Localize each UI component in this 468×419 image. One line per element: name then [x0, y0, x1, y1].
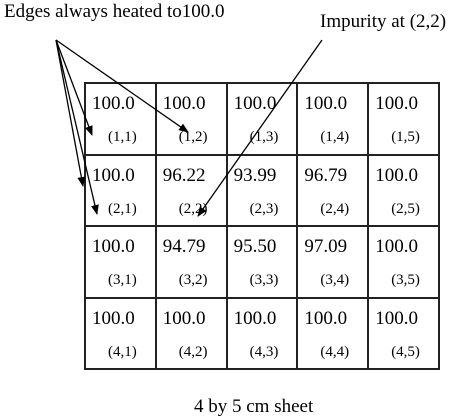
grid-cell-2-2: 96.22 (2,2) — [156, 155, 228, 227]
grid-cell-1-5: 100.0 (1,5) — [369, 84, 440, 156]
cell-value: 95.50 — [233, 236, 277, 257]
cell-coordinate: (4,1) — [108, 343, 137, 360]
grid-cell-3-5: 100.0 (3,5) — [369, 227, 440, 299]
cell-value: 100.0 — [304, 93, 348, 114]
cell-value: 100.0 — [92, 164, 135, 186]
cell-coordinate: (3,4) — [320, 272, 350, 288]
cell-coordinate: (3,3) — [249, 272, 279, 288]
impurity-annotation-label: Impurity at (2,2) — [320, 11, 447, 32]
grid-cell-4-1: 100.0 (4,1) — [86, 298, 157, 370]
cell-value: 93.99 — [233, 164, 277, 186]
cell-value: 100.0 — [162, 93, 206, 114]
grid-cell-4-3: 100.0 (4,3) — [227, 298, 299, 370]
edges-arrow-left — [55, 39, 86, 187]
sheet-caption: 4 by 5 cm sheet — [194, 396, 314, 417]
edges-arrow-2-1 — [55, 39, 99, 215]
cell-coordinate: (4,4) — [320, 343, 350, 360]
grid-cell-2-1: 100.0 (2,1) — [86, 155, 157, 227]
grid-cell-3-4: 97.09 (3,4) — [298, 227, 370, 299]
cell-value: 100.0 — [375, 93, 418, 114]
cell-value: 100.0 — [304, 307, 348, 329]
edges-arrow-1-1 — [55, 39, 93, 136]
cell-value: 100.0 — [375, 307, 418, 329]
cell-value: 100.0 — [92, 93, 135, 114]
cell-coordinate: (3,2) — [178, 272, 208, 288]
cell-coordinate: (2,5) — [391, 200, 420, 217]
grid-cell-1-1: 100.0 (1,1) — [86, 84, 157, 156]
cell-coordinate: (4,3) — [249, 343, 279, 360]
cell-coordinate: (1,2) — [178, 129, 208, 145]
cell-coordinate: (1,5) — [391, 129, 420, 145]
cell-value: 100.0 — [92, 236, 135, 257]
grid-cell-2-5: 100.0 (2,5) — [369, 155, 440, 227]
grid-cell-4-5: 100.0 (4,5) — [369, 298, 440, 370]
grid-cell-3-3: 95.50 (3,3) — [227, 227, 299, 299]
cell-coordinate: (1,1) — [108, 129, 137, 145]
grid-cell-1-4: 100.0 (1,4) — [298, 84, 370, 156]
cell-value: 100.0 — [233, 307, 277, 329]
cell-coordinate: (4,5) — [391, 343, 420, 360]
cell-coordinate: (2,3) — [249, 200, 279, 217]
cell-coordinate: (3,5) — [391, 272, 420, 288]
cell-coordinate: (2,1) — [108, 200, 137, 217]
cell-value: 96.22 — [162, 164, 206, 186]
cell-value: 100.0 — [375, 236, 418, 257]
cell-coordinate: (3,1) — [108, 272, 137, 288]
cell-value: 100.0 — [233, 93, 277, 114]
grid-cell-3-1: 100.0 (3,1) — [86, 227, 157, 299]
grid-cell-2-3: 93.99 (2,3) — [227, 155, 299, 227]
cell-coordinate: (1,4) — [320, 129, 350, 145]
impurity-arrow — [197, 39, 323, 217]
cell-value: 96.79 — [304, 164, 348, 186]
cell-coordinate: (4,2) — [178, 343, 208, 360]
cell-value: 100.0 — [92, 307, 135, 329]
cell-coordinate: (2,4) — [320, 200, 350, 217]
cell-value: 94.79 — [162, 236, 206, 257]
edges-annotation-label: Edges always heated to100.0 — [4, 1, 225, 22]
grid-cell-3-2: 94.79 (3,2) — [156, 227, 228, 299]
grid-cell-2-4: 96.79 (2,4) — [298, 155, 370, 227]
cell-value: 100.0 — [162, 307, 206, 329]
edges-arrow-1-2 — [55, 39, 189, 133]
cell-value: 100.0 — [375, 164, 418, 186]
grid-cell-1-2: 100.0 (1,2) — [156, 84, 228, 156]
cell-value: 97.09 — [304, 236, 348, 257]
grid-cell-4-4: 100.0 (4,4) — [298, 298, 370, 370]
temperature-grid: 100.0 (1,1) 100.0 (1,2) 100.0 (1,3) 100.0 (1… — [84, 82, 440, 370]
grid-cell-4-2: 100.0 (4,2) — [156, 298, 228, 370]
